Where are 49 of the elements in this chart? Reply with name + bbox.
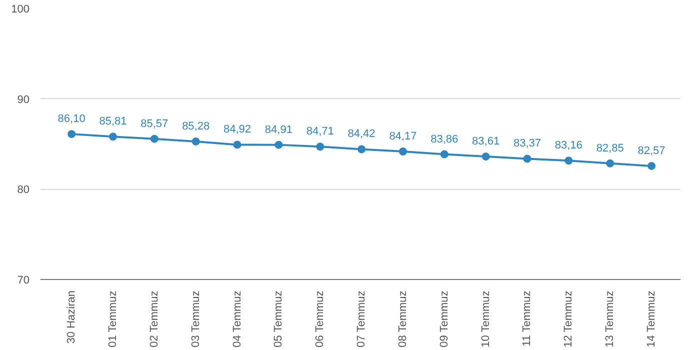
x-tick-label: 03 Temmuz xyxy=(190,290,202,348)
data-label: 84,17 xyxy=(389,130,417,142)
data-label: 82,85 xyxy=(596,142,624,154)
point xyxy=(274,140,283,149)
data-label: 83,16 xyxy=(554,140,582,152)
x-tick-label: 08 Temmuz xyxy=(396,290,409,348)
x-tick-label: 05 Temmuz xyxy=(272,290,285,348)
x-tick-label: 30 Haziran xyxy=(66,290,78,344)
data-label: 84,42 xyxy=(348,128,376,140)
point xyxy=(108,132,117,141)
data-label: 82,57 xyxy=(638,144,666,157)
x-tick-label: 14 Temmuz xyxy=(646,290,658,348)
x-tick-label: 02 Temmuz xyxy=(148,290,160,348)
data-label: 83,86 xyxy=(430,133,458,146)
data-label: 84,91 xyxy=(264,124,292,136)
point xyxy=(150,134,158,143)
point xyxy=(523,154,532,163)
point xyxy=(233,140,242,149)
data-label: 83,37 xyxy=(513,138,541,150)
data-label: 85,57 xyxy=(140,118,168,130)
point xyxy=(606,159,614,168)
y-tick-label: 100 xyxy=(11,4,30,16)
data-label: 85,28 xyxy=(182,120,210,132)
point xyxy=(358,145,366,154)
x-tick-label: 01 Temmuz xyxy=(106,290,119,348)
x-tick-label: 10 Temmuz xyxy=(480,290,492,348)
y-tick-label: 70 xyxy=(17,274,30,286)
data-label: 83,61 xyxy=(472,136,500,148)
data-label: 86,10 xyxy=(58,113,86,126)
y-tick-label: 80 xyxy=(17,184,30,196)
point xyxy=(192,137,200,146)
x-tick-label: 06 Temmuz xyxy=(314,290,326,348)
point xyxy=(564,156,573,165)
data-label: 85,81 xyxy=(99,116,127,128)
point xyxy=(316,142,324,151)
x-tick-label: 07 Temmuz xyxy=(356,290,368,348)
x-tick-label: 13 Temmuz xyxy=(604,290,616,348)
data-label: 84,92 xyxy=(224,124,252,136)
x-tick-label: 04 Temmuz xyxy=(231,290,244,348)
point xyxy=(648,162,656,170)
x-tick-label: 12 Temmuz xyxy=(562,290,575,348)
data-label: 84,71 xyxy=(306,126,334,138)
point xyxy=(68,130,76,138)
point xyxy=(440,150,448,158)
x-tick-label: 09 Temmuz xyxy=(438,290,450,348)
y-tick-label: 90 xyxy=(17,94,30,106)
point xyxy=(398,148,407,156)
point xyxy=(482,152,490,161)
x-tick-label: 11 Temmuz xyxy=(521,290,534,347)
